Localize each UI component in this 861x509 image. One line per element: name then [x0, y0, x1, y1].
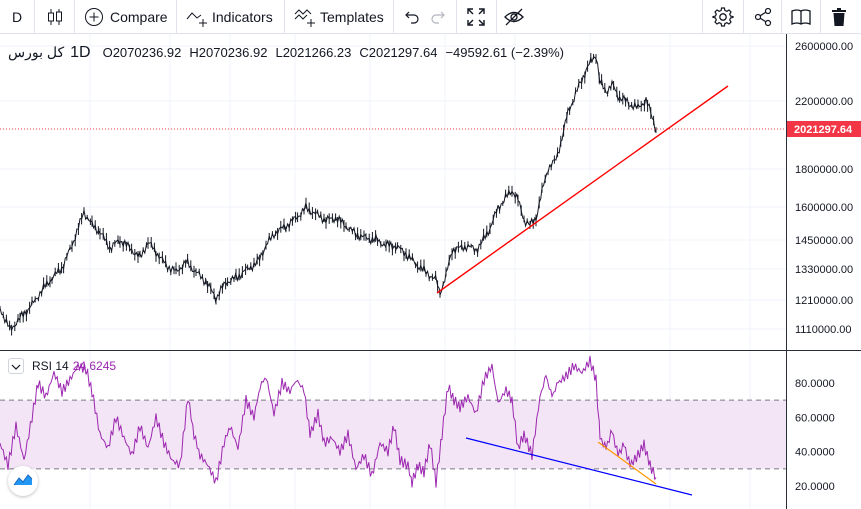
redo-icon [430, 8, 448, 26]
price-tick-label: 1800000.00 [795, 164, 853, 176]
divider [176, 0, 177, 33]
trash-icon [830, 7, 848, 27]
hide-icon [503, 7, 525, 27]
redo-button[interactable] [430, 0, 448, 33]
open-value: O2070236.92 [102, 45, 182, 60]
rsi-band [0, 399, 786, 470]
price-tick-label: 1450000.00 [795, 235, 853, 247]
candles-icon [46, 8, 64, 26]
price-tick-label: 1330000.00 [795, 264, 853, 276]
rsi-band-fill [0, 400, 786, 469]
price-tick-label: 2600000.00 [795, 41, 853, 53]
share-icon [753, 7, 773, 27]
chevron-down-icon [11, 359, 21, 373]
symbol-legend: کل بورس 1D O2070236.92 H2070236.92 L2021… [8, 44, 564, 62]
tradingview-logo-button[interactable] [8, 466, 38, 496]
templates-icon [294, 7, 316, 27]
close-value: C2021297.64 [359, 45, 438, 60]
templates-button[interactable]: Templates [294, 0, 384, 33]
price-candles [0, 53, 657, 336]
price-tick-label: 1210000.00 [795, 295, 853, 307]
rsi-value: 24.6245 [72, 359, 117, 373]
price-tick-label: 2200000.00 [795, 96, 853, 108]
high-value: H2070236.92 [189, 45, 268, 60]
rsi-label: RSI 14 [32, 359, 69, 373]
rsi-line [0, 355, 657, 488]
interval-button[interactable]: D [12, 0, 22, 33]
rsi-legend: RSI 14 24.6245 [8, 358, 116, 374]
undo-icon [402, 8, 420, 26]
templates-label: Templates [320, 8, 384, 25]
trendlines [436, 85, 729, 496]
divider [743, 0, 744, 33]
remove-button[interactable] [830, 0, 848, 33]
divider [74, 0, 75, 33]
rsi-tick-label: 20.0000 [795, 481, 835, 493]
divider [284, 0, 285, 33]
rsi-tick-label: 80.0000 [795, 378, 835, 390]
low-value: L2021266.23 [275, 45, 352, 60]
rsi-tick-label: 60.0000 [795, 412, 835, 424]
rsi-series [0, 355, 657, 488]
rsi-trendline-blue [465, 437, 693, 496]
symbol-name[interactable]: کل بورس [8, 44, 65, 60]
divider [456, 0, 457, 33]
indicators-button[interactable]: Indicators [186, 0, 273, 33]
settings-icon [712, 6, 734, 28]
change-value: −49592.61 (−2.39%) [445, 45, 565, 60]
undo-button[interactable] [402, 0, 420, 33]
rsi-tick-label: 40.0000 [795, 447, 835, 459]
snapshot-icon [790, 7, 812, 27]
price-trendline [436, 85, 729, 294]
last-price-tag [787, 121, 861, 137]
tradingview-logo-icon [13, 472, 33, 491]
divider [702, 0, 703, 33]
chart-type-button[interactable] [46, 0, 64, 33]
divider [393, 0, 394, 33]
rsi-axis: 80.0000 60.0000 40.0000 20.0000 [795, 378, 835, 493]
interval-label: D [12, 8, 23, 25]
top-toolbar: D Compare Indicators Templates [0, 0, 861, 34]
divider [820, 0, 821, 33]
price-axis: 2600000.00 2200000.00 1800000.00 1600000.00… [0, 34, 861, 509]
divider [781, 0, 782, 33]
grid-lines [0, 34, 861, 509]
price-tick-label: 1110000.00 [795, 324, 851, 336]
plus-circle-icon [84, 7, 104, 27]
fullscreen-button[interactable] [466, 0, 486, 33]
last-price-label: 2021297.64 [794, 124, 853, 136]
hide-drawings-button[interactable] [503, 0, 525, 33]
collapse-button[interactable] [8, 358, 24, 374]
indicators-label: Indicators [212, 8, 273, 25]
snapshot-button[interactable] [790, 0, 812, 33]
share-button[interactable] [753, 0, 773, 33]
rsi-trendline-orange [597, 441, 657, 485]
compare-button[interactable]: Compare [84, 0, 168, 33]
compare-label: Compare [110, 8, 168, 25]
fullscreen-icon [466, 7, 486, 27]
divider [34, 0, 35, 33]
settings-button[interactable] [712, 0, 734, 33]
divider [496, 0, 497, 33]
indicators-icon [186, 7, 208, 27]
timeframe-label: 1D [70, 44, 91, 61]
price-tick-label: 1600000.00 [795, 202, 853, 214]
